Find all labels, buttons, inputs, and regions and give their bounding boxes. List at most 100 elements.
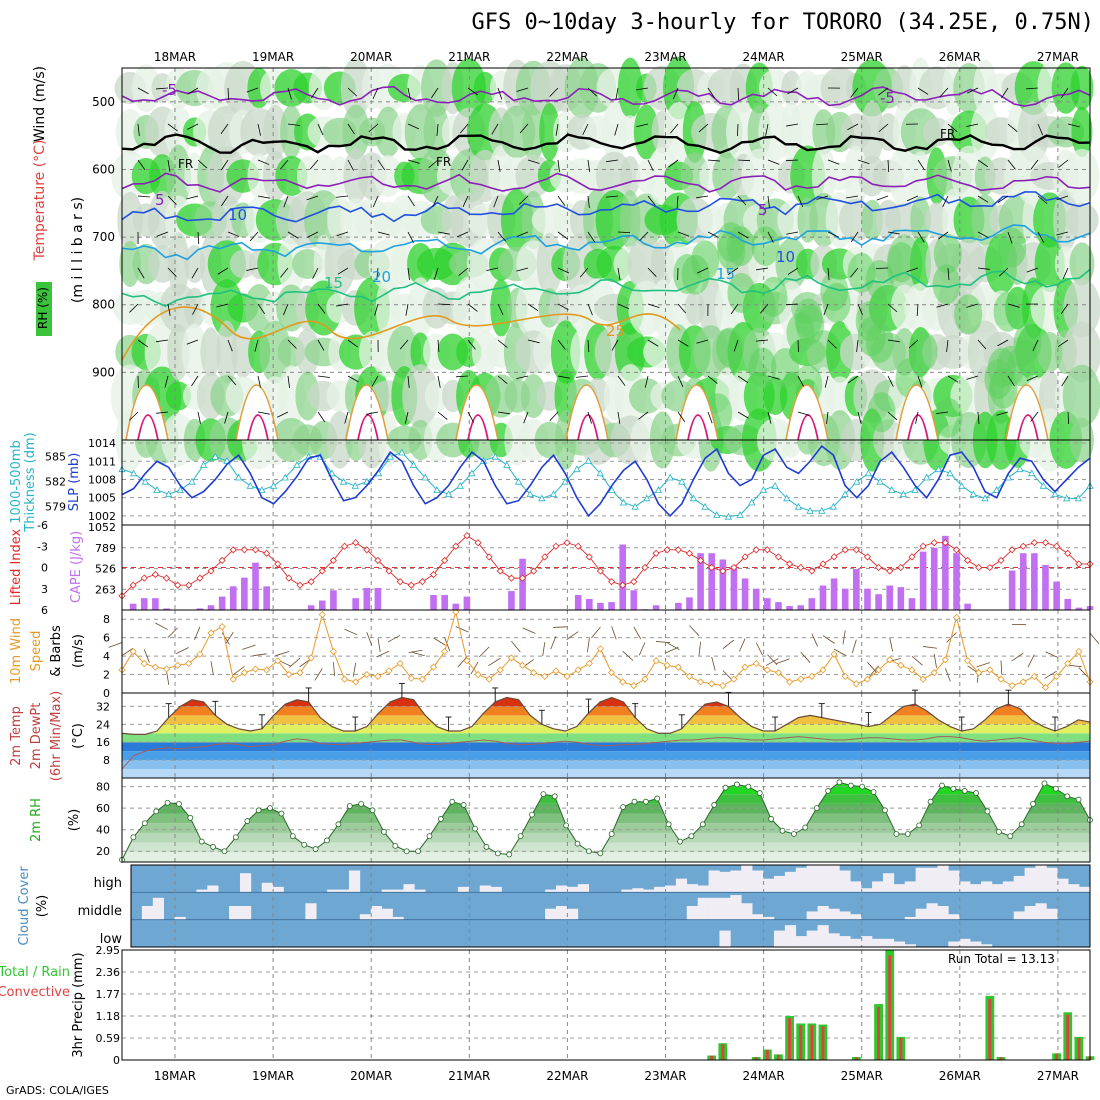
dewpt-axis-label: 2m DewPt — [29, 703, 44, 770]
rh-line-point — [836, 779, 843, 786]
precip-conv-bar — [888, 955, 892, 1060]
lifted-line-point — [897, 563, 905, 572]
wind-barb — [827, 339, 837, 349]
lifted-line-point — [251, 546, 260, 554]
surface-wind-barb — [121, 647, 134, 657]
surface-wind-barb — [232, 666, 245, 676]
wind-barb — [756, 339, 769, 342]
rh-shading — [860, 100, 884, 164]
temp-band — [122, 742, 1090, 752]
thickness-line-point — [584, 456, 593, 464]
thickness-line-point — [923, 473, 931, 481]
hot-dome — [907, 414, 929, 441]
thickness-line-point — [841, 490, 849, 498]
wind-barb — [787, 87, 799, 95]
wind-speed-line-point — [340, 675, 349, 683]
rh-line-point — [312, 846, 319, 852]
wind-barb — [462, 195, 469, 208]
rh-line-point — [756, 790, 763, 796]
wind-speed-line-point — [908, 666, 916, 674]
isotherm-label: FR — [178, 157, 193, 171]
wind-barb — [257, 411, 270, 415]
cloud-low-bar — [817, 925, 829, 947]
wind-speed-line-point — [886, 656, 894, 664]
cloud-middle-bar — [566, 908, 579, 920]
wind-speed-line-point — [919, 675, 927, 683]
wind-barb — [587, 231, 595, 243]
precip-conv-bar — [899, 1038, 903, 1060]
rh-shading — [277, 235, 306, 293]
thickness-axis-label-2: Thickness (dm) — [23, 432, 38, 532]
cape-bar — [452, 603, 460, 610]
thickness-line-point — [129, 469, 138, 477]
wind-barb — [557, 159, 560, 172]
wind-barb — [1007, 159, 1016, 170]
thickness-line-point — [631, 502, 639, 510]
wind-barb — [437, 375, 441, 388]
surface-wind-barb — [352, 662, 357, 677]
cloud-middle-bar — [392, 916, 404, 920]
cape-bar — [252, 562, 259, 610]
surface-wind-barb — [1089, 632, 1100, 645]
wind-barb — [167, 123, 178, 132]
wind-barb — [436, 123, 439, 136]
wind-barb — [277, 411, 289, 418]
wind-barb — [939, 87, 949, 98]
wind-barb — [217, 267, 229, 275]
wind-barb — [336, 231, 349, 237]
wind-barb — [137, 87, 149, 95]
cape-bar — [1008, 570, 1016, 610]
surface-wind-barb — [1000, 660, 1003, 675]
cape-bar — [430, 595, 437, 610]
hot-dome — [467, 414, 489, 441]
rh-line-point — [1018, 821, 1025, 828]
wind-speed-line-point — [964, 657, 972, 665]
cloud-middle-bar — [174, 916, 186, 920]
surface-wind-barb — [689, 625, 700, 637]
cloud-low-bar — [795, 936, 807, 947]
wind-barb — [497, 231, 506, 242]
wind-barb — [407, 231, 414, 243]
lifted-tick: 0 — [41, 562, 48, 575]
wind10-axis-label-4: (m/s) — [71, 634, 86, 668]
rh-shading — [698, 277, 723, 339]
lifted-line-point — [307, 578, 315, 586]
lifted-tick: -3 — [37, 540, 48, 553]
surface-wind-barb — [1011, 652, 1024, 662]
cloud-high-bar — [414, 889, 426, 893]
rh-line-point — [551, 793, 558, 800]
cloud-middle-bar — [806, 911, 818, 920]
wind-barb — [428, 159, 439, 168]
cape-bar — [964, 603, 971, 610]
wind-barb — [187, 123, 199, 130]
lifted-line-point — [685, 549, 694, 557]
wind-barb — [850, 231, 859, 243]
wind-barb — [456, 375, 469, 378]
wind-speed-line-point — [596, 645, 605, 653]
lifted-line-point — [151, 571, 159, 579]
thickness-line-point — [806, 506, 814, 514]
cloud-high-bar — [664, 885, 677, 893]
isotherm-label: 5 — [155, 191, 165, 209]
wind-speed-line-point — [196, 650, 204, 658]
rh-shading — [1071, 106, 1093, 158]
wind-speed-line-point — [441, 647, 449, 656]
cloud-high-bar — [545, 889, 557, 893]
wind-speed-line-point — [1053, 672, 1061, 680]
wind-barb — [786, 123, 799, 127]
thickness-line-point — [386, 452, 394, 460]
wind-speed-line-point — [730, 675, 738, 683]
cloud-middle-bar — [686, 906, 698, 920]
cape-bar — [942, 535, 949, 610]
cape-bar — [730, 565, 738, 610]
cloud-middle-bar — [305, 903, 317, 920]
wind-barb — [407, 123, 420, 130]
rh-line-point — [540, 791, 547, 798]
wind-barb — [767, 159, 780, 165]
lifted-line-point — [786, 560, 794, 568]
surface-wind-barb — [755, 642, 763, 656]
thickness-line-point — [619, 498, 628, 506]
wind-tick: 0 — [103, 687, 110, 700]
wind-barb — [516, 231, 529, 237]
cape-bar — [764, 598, 771, 610]
